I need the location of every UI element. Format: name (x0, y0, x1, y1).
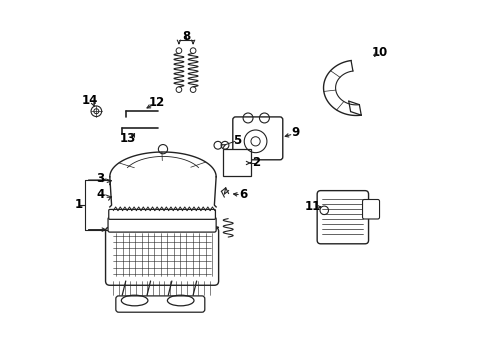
Text: 13: 13 (119, 132, 135, 145)
Text: 14: 14 (82, 94, 98, 107)
Text: 11: 11 (305, 201, 321, 213)
FancyBboxPatch shape (232, 117, 282, 160)
FancyBboxPatch shape (108, 210, 215, 219)
Text: 2: 2 (252, 157, 260, 170)
Text: 12: 12 (148, 96, 165, 109)
Text: 3: 3 (96, 172, 104, 185)
FancyBboxPatch shape (105, 227, 218, 285)
Text: 7: 7 (206, 221, 214, 234)
Text: 5: 5 (232, 134, 240, 147)
Bar (222, 149, 250, 176)
FancyBboxPatch shape (317, 191, 368, 244)
Text: 6: 6 (239, 188, 247, 201)
Text: 4: 4 (96, 188, 104, 201)
FancyBboxPatch shape (116, 296, 204, 312)
FancyBboxPatch shape (108, 217, 216, 232)
Text: 9: 9 (291, 126, 299, 139)
Text: 8: 8 (182, 30, 190, 43)
FancyBboxPatch shape (362, 199, 379, 219)
Text: 10: 10 (371, 46, 387, 59)
Text: 1: 1 (74, 198, 82, 211)
